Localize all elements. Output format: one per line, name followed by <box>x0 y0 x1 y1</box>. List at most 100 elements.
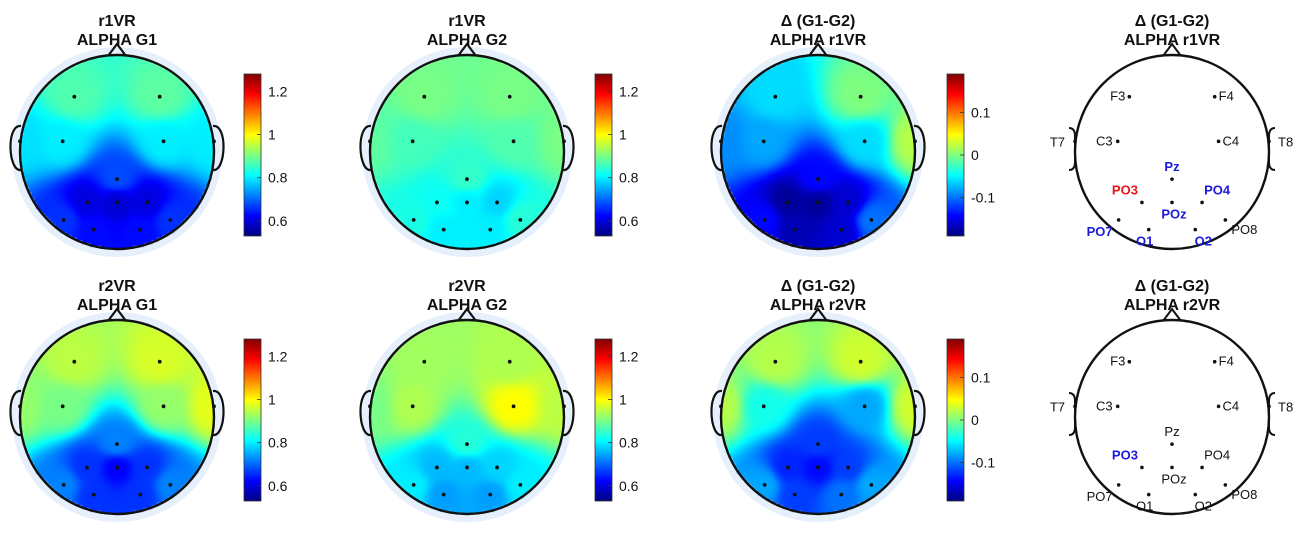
colorbar-tick-label: 1.2 <box>619 348 639 364</box>
electrode-PO8 <box>168 218 173 222</box>
electrode-O2 <box>839 227 844 232</box>
electrode-label-T8: T8 <box>1278 399 1293 414</box>
electrode-F4 <box>507 359 512 364</box>
electrode-F3 <box>422 359 427 364</box>
electrode-PO7 <box>1116 483 1121 487</box>
right-ear <box>1268 127 1276 171</box>
electrode-label-T8: T8 <box>1278 134 1293 149</box>
colorbar-tick-label: 0.1 <box>971 369 991 385</box>
electrode-Pz <box>465 442 469 447</box>
electrode-T8 <box>212 139 216 144</box>
electrode-F4 <box>507 94 512 99</box>
head-outline <box>368 53 566 251</box>
plot-title-line2: ALPHA G2 <box>427 32 507 49</box>
electrode-POz <box>816 200 820 205</box>
electrode-POz <box>115 200 119 205</box>
electrode-F4 <box>858 94 863 99</box>
electrode-F3 <box>773 359 778 364</box>
electrode-label-F4: F4 <box>1219 354 1234 369</box>
electrode-PO3 <box>85 465 89 470</box>
electrode-F4 <box>1212 94 1217 99</box>
topoplot-2: r1VR ALPHA G2 0.6 0.8 1 1.2 <box>359 13 639 257</box>
electrode-F3 <box>1127 94 1132 99</box>
left-ear <box>710 389 723 437</box>
topoplot-5: r2VR ALPHA G1 0.6 0.8 1 1.2 <box>9 278 288 522</box>
topoplot-6: r2VR ALPHA G2 0.6 0.8 1 1.2 <box>359 278 639 522</box>
electrode-O1 <box>441 492 446 497</box>
nose <box>808 42 828 57</box>
electrode-POz <box>1170 200 1174 205</box>
electrode-O2 <box>1193 227 1198 232</box>
electrode-label-O1: O1 <box>1136 234 1153 249</box>
colorbar-tick-label: 1.2 <box>619 83 639 99</box>
electrode-label-Pz: Pz <box>1164 424 1179 439</box>
colorbar-tick-label: 1 <box>268 391 276 407</box>
plot-title-line1: Δ (G1-G2) <box>1135 13 1210 30</box>
electrode-label-PO4: PO4 <box>1204 447 1230 462</box>
electrode-C4 <box>862 139 867 144</box>
head-outline <box>719 53 917 251</box>
colorbar-tick-label: 0.6 <box>619 213 639 229</box>
electrode-C4 <box>1216 404 1221 409</box>
electrode-O1 <box>1146 492 1151 497</box>
plot-title-line1: r2VR <box>448 278 486 295</box>
head-outline <box>719 318 917 516</box>
electrode-PO8 <box>168 483 173 487</box>
electrode-PO4 <box>846 465 850 470</box>
colorbar-tick-label: 0.6 <box>268 478 288 494</box>
electrode-label-C4: C4 <box>1223 133 1240 148</box>
electrode-PO3 <box>435 200 439 205</box>
electrode-POz <box>816 465 820 470</box>
electrode-C4 <box>161 404 166 409</box>
electrode-T8 <box>1267 404 1271 409</box>
electrode-PO7 <box>762 218 767 222</box>
plot-title-line2: ALPHA r2VR <box>770 297 867 314</box>
electrode-label-PO3: PO3 <box>1112 447 1138 462</box>
electrode-C3 <box>761 139 766 144</box>
electrode-C3 <box>1115 139 1120 144</box>
colorbar: 0.6 0.8 1 1.2 <box>243 338 288 502</box>
electrode-label-PO7: PO7 <box>1087 489 1113 504</box>
colorbar-tick-label: 0.8 <box>619 435 639 451</box>
left-ear <box>1068 127 1076 171</box>
colorbar: 0.6 0.8 1 1.2 <box>594 73 639 237</box>
electrode-F3 <box>72 359 77 364</box>
right-ear <box>212 124 225 172</box>
colorbar-tick-label: -0.1 <box>971 455 995 471</box>
electrode-PO8 <box>1223 218 1228 222</box>
electrode-T7 <box>18 404 22 409</box>
plot-title-line1: Δ (G1-G2) <box>781 13 856 30</box>
right-ear <box>1268 392 1276 436</box>
electrode-T8 <box>1267 139 1271 144</box>
electrode-label-T7: T7 <box>1050 134 1065 149</box>
electrode-label-PO8: PO8 <box>1231 222 1257 237</box>
colorbar-tick-label: 0 <box>971 147 979 163</box>
electrode-label-C3: C3 <box>1096 398 1113 413</box>
electrode-T7 <box>719 139 723 144</box>
colorbar-tick-label: 0.8 <box>268 435 288 451</box>
plot-title-line2: ALPHA G1 <box>77 297 157 314</box>
electrode-Pz <box>465 177 469 182</box>
electrode-PO3 <box>786 465 790 470</box>
right-ear <box>562 124 575 172</box>
electrode-PO8 <box>518 483 523 487</box>
electrode-layout-8: Δ (G1-G2) ALPHA r2VR F3 F4 C3 C4 T7 T8 Pz PO3 PO4 P… <box>1050 278 1293 516</box>
electrode-label-PO7: PO7 <box>1087 224 1113 239</box>
electrode-POz <box>115 465 119 470</box>
colorbar-tick-label: 1 <box>619 126 627 142</box>
plot-title-line2: ALPHA r2VR <box>1124 297 1221 314</box>
electrode-label-C3: C3 <box>1096 133 1113 148</box>
topography-heatmap <box>20 55 214 249</box>
topography-heatmap <box>721 55 915 249</box>
electrode-label-POz: POz <box>1161 471 1186 486</box>
colorbar: -0.1 0 0.1 <box>946 73 995 237</box>
electrode-F3 <box>422 94 427 99</box>
colorbar-tick-label: -0.1 <box>971 190 995 206</box>
electrode-PO4 <box>145 200 149 205</box>
left-ear <box>359 124 372 172</box>
electrode-Pz <box>816 442 820 447</box>
electrode-F4 <box>157 359 162 364</box>
electrode-F3 <box>1127 359 1132 364</box>
electrode-F4 <box>157 94 162 99</box>
